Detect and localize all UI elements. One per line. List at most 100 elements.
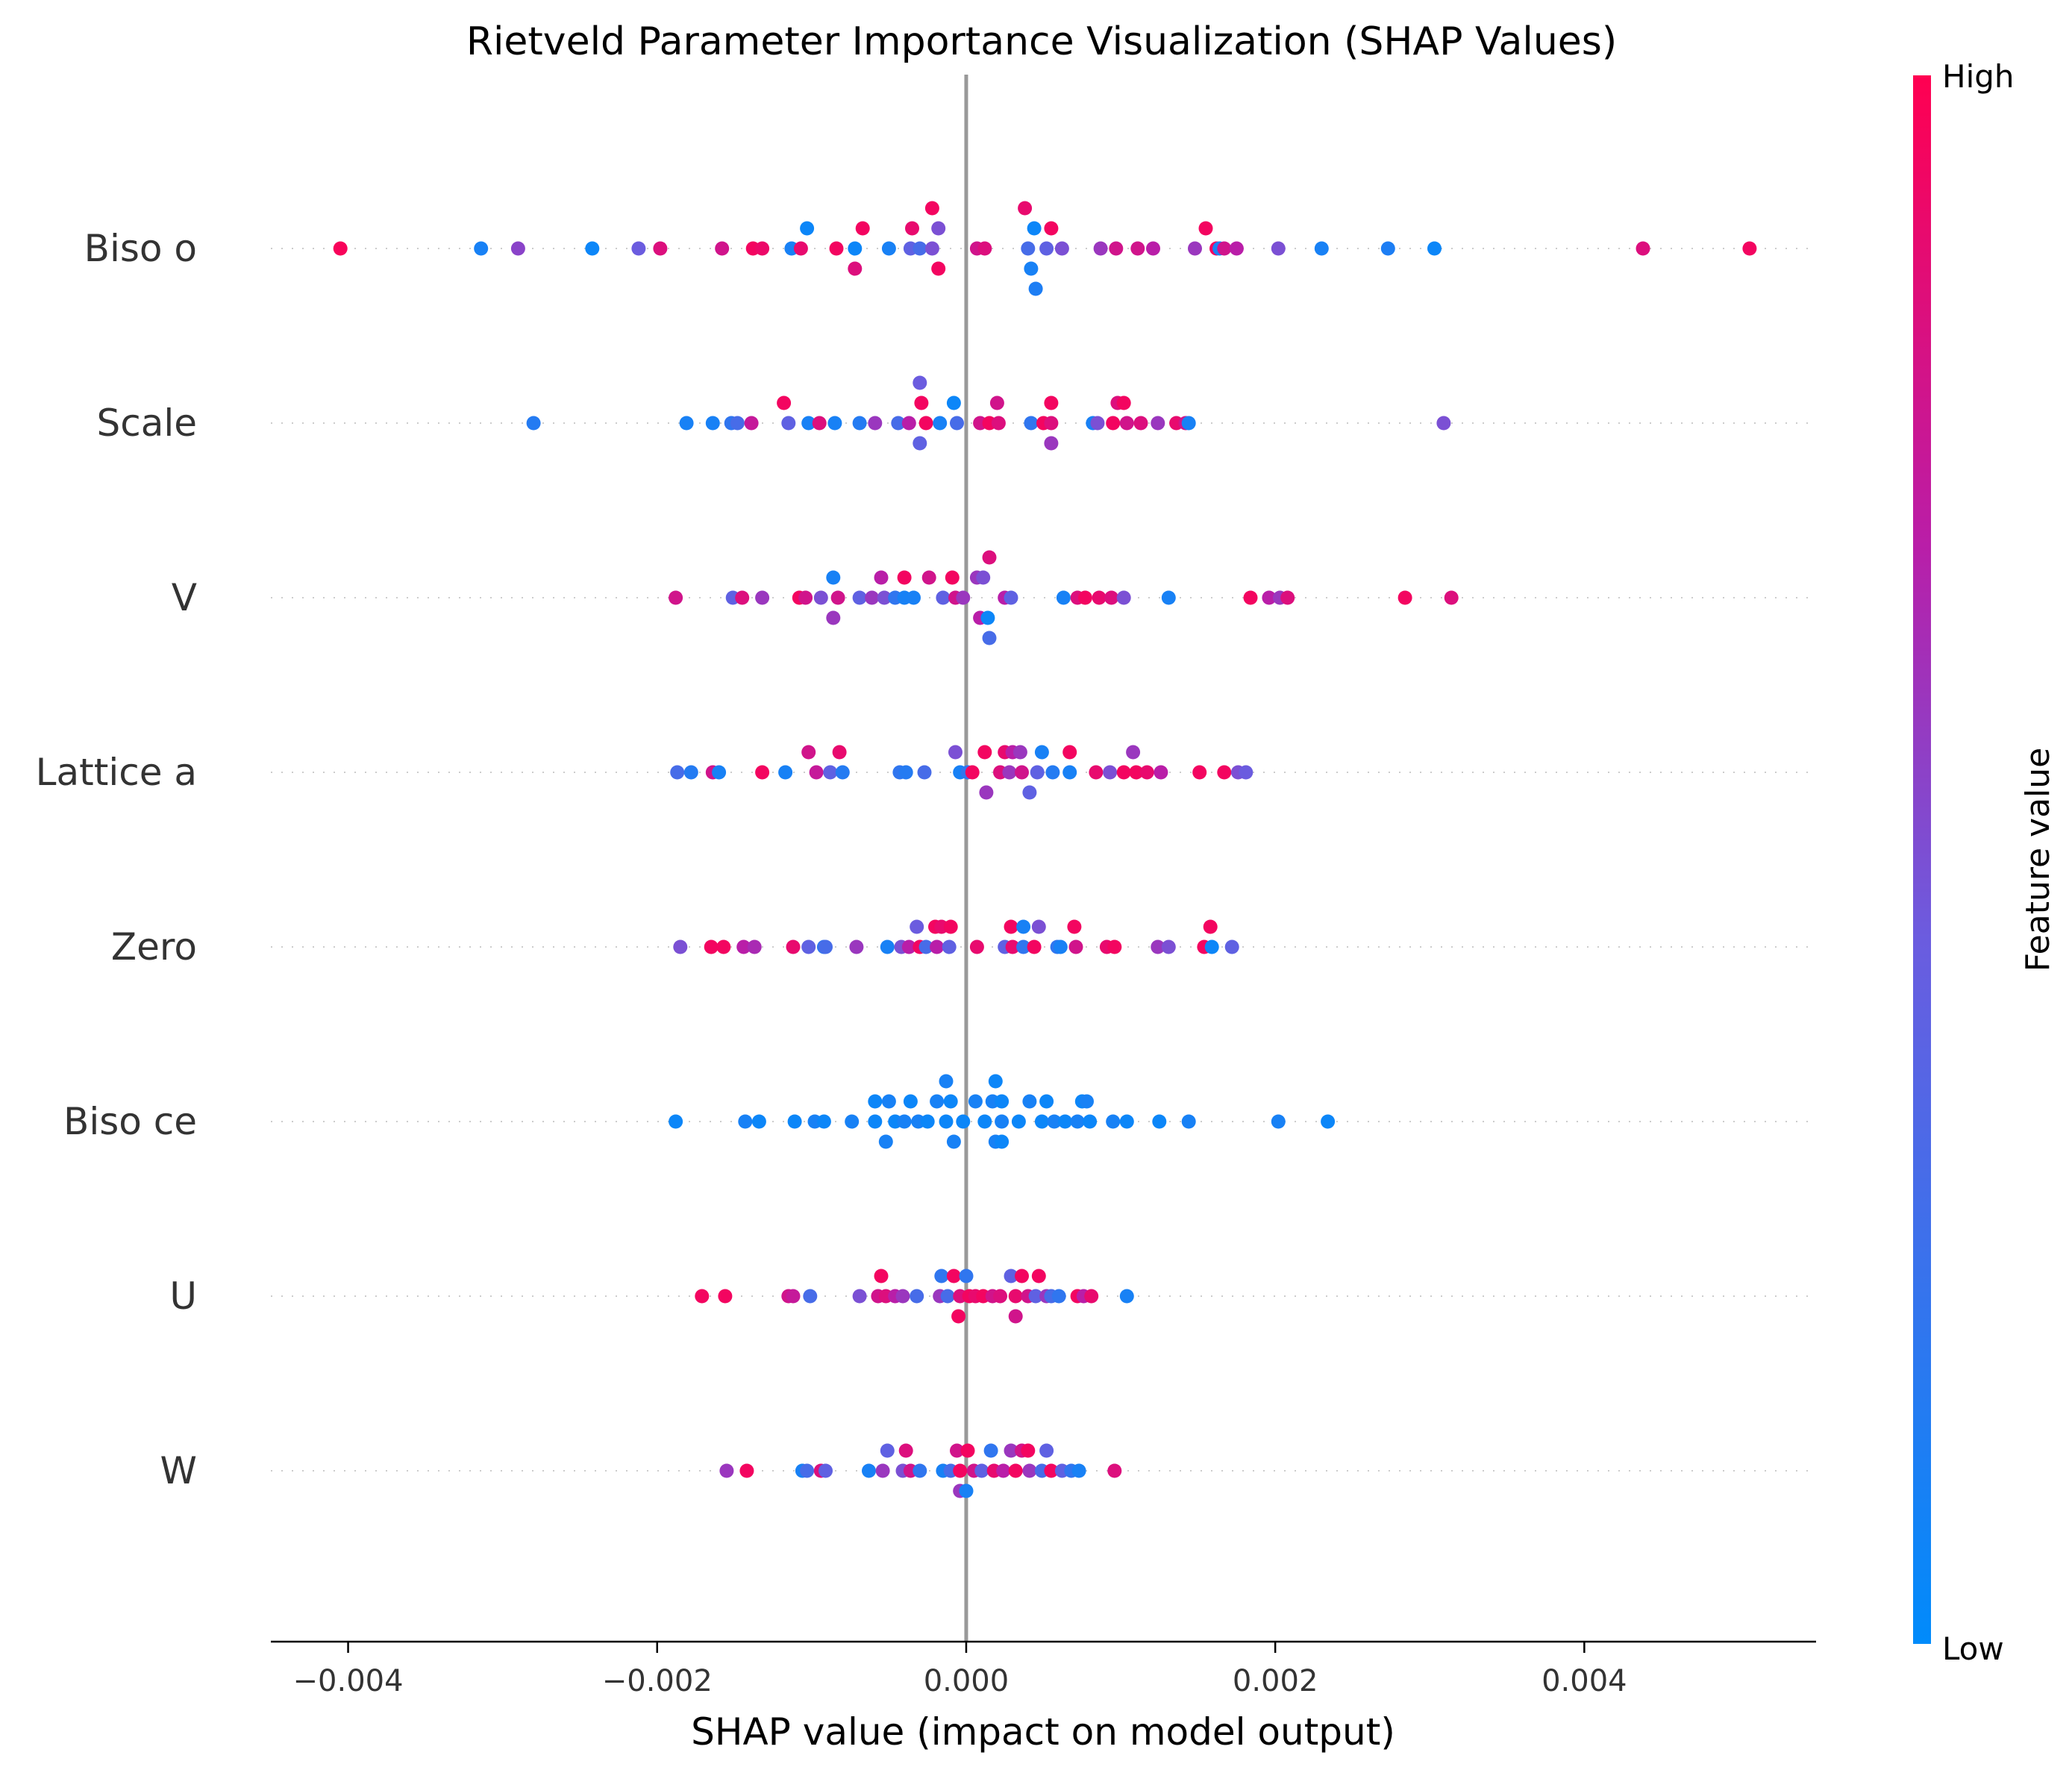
shap-point: [1022, 1094, 1037, 1109]
shap-point: [474, 241, 489, 256]
shap-point: [1012, 745, 1027, 760]
shap-point: [1051, 1289, 1066, 1304]
shap-point: [1090, 416, 1105, 431]
shap-point: [852, 416, 867, 431]
shap-point: [865, 590, 880, 605]
shap-point: [965, 765, 980, 780]
shap-point: [969, 939, 984, 954]
shap-point: [1030, 765, 1045, 780]
shap-point: [1070, 1114, 1085, 1129]
shap-point: [874, 570, 889, 585]
shap-point: [786, 939, 801, 954]
shap-point: [585, 241, 600, 256]
shap-point: [755, 241, 770, 256]
shap-point: [1119, 416, 1134, 431]
shap-point: [868, 416, 883, 431]
shap-point: [755, 765, 770, 780]
shap-point: [878, 1134, 893, 1149]
shap-point: [809, 765, 824, 780]
shap-point: [1054, 241, 1069, 256]
shap-point: [1011, 1114, 1026, 1129]
shap-point: [910, 919, 924, 934]
shap-point: [1280, 590, 1295, 605]
shap-point: [907, 590, 921, 605]
shap-point: [1262, 590, 1277, 605]
shap-point: [931, 221, 946, 236]
shap-point: [777, 395, 792, 410]
shap-point: [988, 1074, 1003, 1089]
shap-point: [800, 221, 815, 236]
shap-point: [1068, 939, 1083, 954]
shap-point: [901, 416, 916, 431]
shap-point: [995, 1134, 1010, 1149]
shap-point: [1024, 261, 1039, 276]
shap-point: [989, 395, 1004, 410]
shap-point: [1022, 785, 1037, 800]
feature-label: W: [160, 1449, 197, 1492]
shap-point: [801, 745, 816, 760]
shap-point: [755, 590, 770, 605]
shap-point: [1028, 1289, 1043, 1304]
shap-point: [1092, 590, 1107, 605]
shap-point: [803, 1289, 818, 1304]
shap-point: [801, 939, 816, 954]
shap-point: [982, 550, 997, 565]
shap-point: [1044, 1463, 1059, 1478]
shap-point: [918, 939, 933, 954]
shap-point: [1427, 241, 1442, 256]
shap-point: [751, 1114, 766, 1129]
shap-point: [913, 1463, 927, 1478]
shap-point: [1071, 1463, 1086, 1478]
shap-point: [1008, 1463, 1023, 1478]
shap-point: [835, 765, 850, 780]
shap-point: [1083, 1114, 1098, 1129]
shap-point: [1062, 765, 1077, 780]
shap-point: [801, 416, 816, 431]
shap-point: [719, 1463, 734, 1478]
shap-point: [1047, 1114, 1062, 1129]
shap-point: [951, 1309, 966, 1324]
shap-point: [1151, 939, 1165, 954]
shap-point: [829, 241, 844, 256]
shap-point: [827, 416, 842, 431]
shap-point: [1044, 416, 1059, 431]
shap-point: [982, 631, 997, 645]
shap-point: [683, 765, 698, 780]
shap-point: [1031, 919, 1046, 934]
shap-point: [1181, 416, 1196, 431]
shap-point: [995, 1094, 1010, 1109]
shap-point: [704, 939, 719, 954]
shap-point: [1016, 939, 1031, 954]
shap-point: [1034, 745, 1049, 760]
shap-point: [1106, 1114, 1121, 1129]
shap-point: [813, 590, 828, 605]
shap-point: [1067, 919, 1082, 934]
shap-point: [983, 1443, 998, 1458]
shap-point: [1129, 765, 1144, 780]
shap-point: [739, 1463, 754, 1478]
shap-point: [1021, 241, 1036, 256]
shap-point: [852, 1289, 867, 1304]
x-axis-label: SHAP value (impact on model output): [691, 1710, 1395, 1754]
shap-point: [881, 1094, 896, 1109]
shap-point: [1004, 1269, 1018, 1283]
shap-point: [1008, 1309, 1023, 1324]
shap-point: [1133, 416, 1148, 431]
x-tick-label: 0.002: [1233, 1664, 1318, 1698]
shap-point: [679, 416, 694, 431]
shap-point: [939, 1074, 954, 1089]
shap-point: [819, 939, 833, 954]
shap-point: [1636, 241, 1650, 256]
shap-point: [974, 1463, 989, 1478]
shap-point: [1188, 241, 1202, 256]
shap-point: [1116, 395, 1131, 410]
shap-point: [1116, 590, 1131, 605]
shap-point: [910, 1289, 924, 1304]
colorbar: [1913, 75, 1931, 1644]
shap-point: [778, 765, 793, 780]
shap-point: [793, 241, 808, 256]
feature-label: Biso ce: [63, 1100, 197, 1143]
shap-point: [1004, 919, 1018, 934]
shap-point: [1203, 919, 1218, 934]
